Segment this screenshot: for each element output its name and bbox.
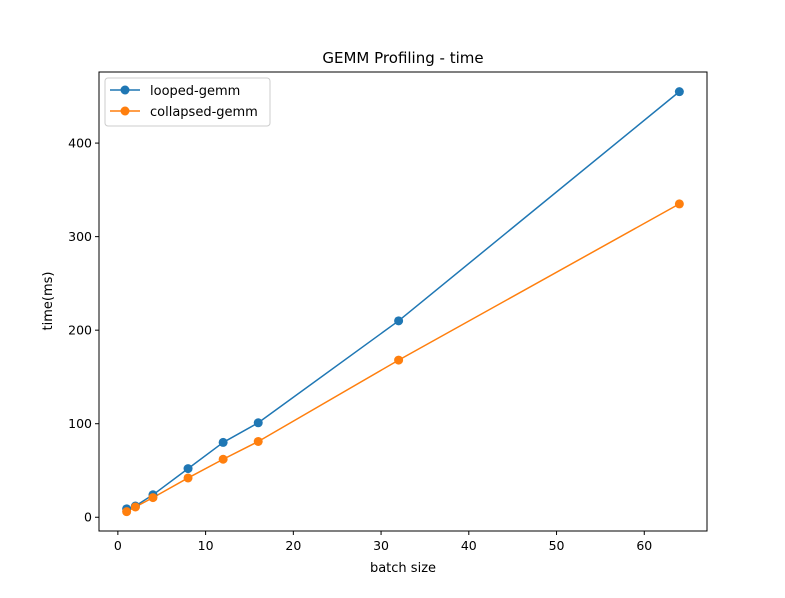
data-point-collapsed-gemm — [183, 473, 193, 483]
x-tick-label: 10 — [198, 538, 214, 553]
data-point-looped-gemm — [394, 316, 404, 326]
y-tick-label: 400 — [68, 136, 92, 151]
data-point-looped-gemm — [253, 418, 263, 428]
y-tick-label: 100 — [68, 416, 92, 431]
x-tick-label: 60 — [636, 538, 652, 553]
x-tick-label: 30 — [373, 538, 389, 553]
x-tick-label: 0 — [114, 538, 122, 553]
data-point-collapsed-gemm — [122, 507, 132, 517]
plot-area — [122, 87, 684, 517]
data-point-collapsed-gemm — [218, 454, 228, 464]
legend-marker-collapsed-gemm — [120, 106, 130, 116]
legend-label-collapsed-gemm: collapsed-gemm — [150, 105, 258, 120]
y-axis-label: time(ms) — [41, 272, 56, 331]
x-tick-label: 40 — [461, 538, 477, 553]
x-tick-label: 20 — [285, 538, 301, 553]
data-point-collapsed-gemm — [674, 199, 684, 209]
y-tick-label: 300 — [68, 229, 92, 244]
y-axis-ticks: 0 100 200 300 400 — [68, 136, 99, 525]
series-markers — [122, 87, 684, 517]
x-tick-label: 50 — [549, 538, 565, 553]
legend-label-looped-gemm: looped-gemm — [150, 84, 240, 99]
y-tick-label: 200 — [68, 323, 92, 338]
data-point-collapsed-gemm — [253, 436, 263, 446]
data-point-looped-gemm — [183, 464, 193, 474]
chart-title: GEMM Profiling - time — [322, 49, 483, 67]
x-axis-ticks: 0 10 20 30 40 50 60 — [114, 531, 652, 553]
x-axis-label: batch size — [370, 561, 436, 576]
data-point-looped-gemm — [674, 87, 684, 97]
legend: looped-gemm collapsed-gemm — [104, 77, 271, 127]
legend-box — [104, 77, 271, 127]
data-point-collapsed-gemm — [394, 355, 404, 365]
data-point-collapsed-gemm — [130, 502, 140, 512]
legend-marker-looped-gemm — [120, 85, 130, 95]
data-point-collapsed-gemm — [148, 493, 158, 503]
data-point-looped-gemm — [218, 437, 228, 447]
axes-frame — [98, 71, 708, 532]
y-tick-label: 0 — [84, 510, 92, 525]
